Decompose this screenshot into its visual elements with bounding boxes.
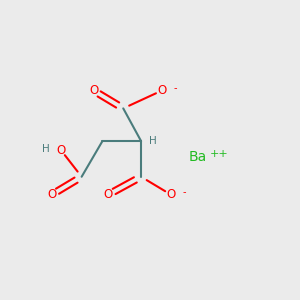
Text: O: O (56, 143, 65, 157)
Text: H: H (149, 136, 157, 146)
Text: H: H (42, 143, 50, 154)
Text: O: O (89, 84, 98, 97)
Text: O: O (157, 84, 167, 97)
Text: -: - (173, 83, 177, 93)
Text: Ba: Ba (189, 150, 207, 164)
Text: O: O (47, 188, 56, 201)
Text: ++: ++ (210, 149, 229, 159)
Text: -: - (182, 187, 186, 197)
Text: O: O (104, 188, 113, 201)
Text: O: O (166, 188, 176, 201)
